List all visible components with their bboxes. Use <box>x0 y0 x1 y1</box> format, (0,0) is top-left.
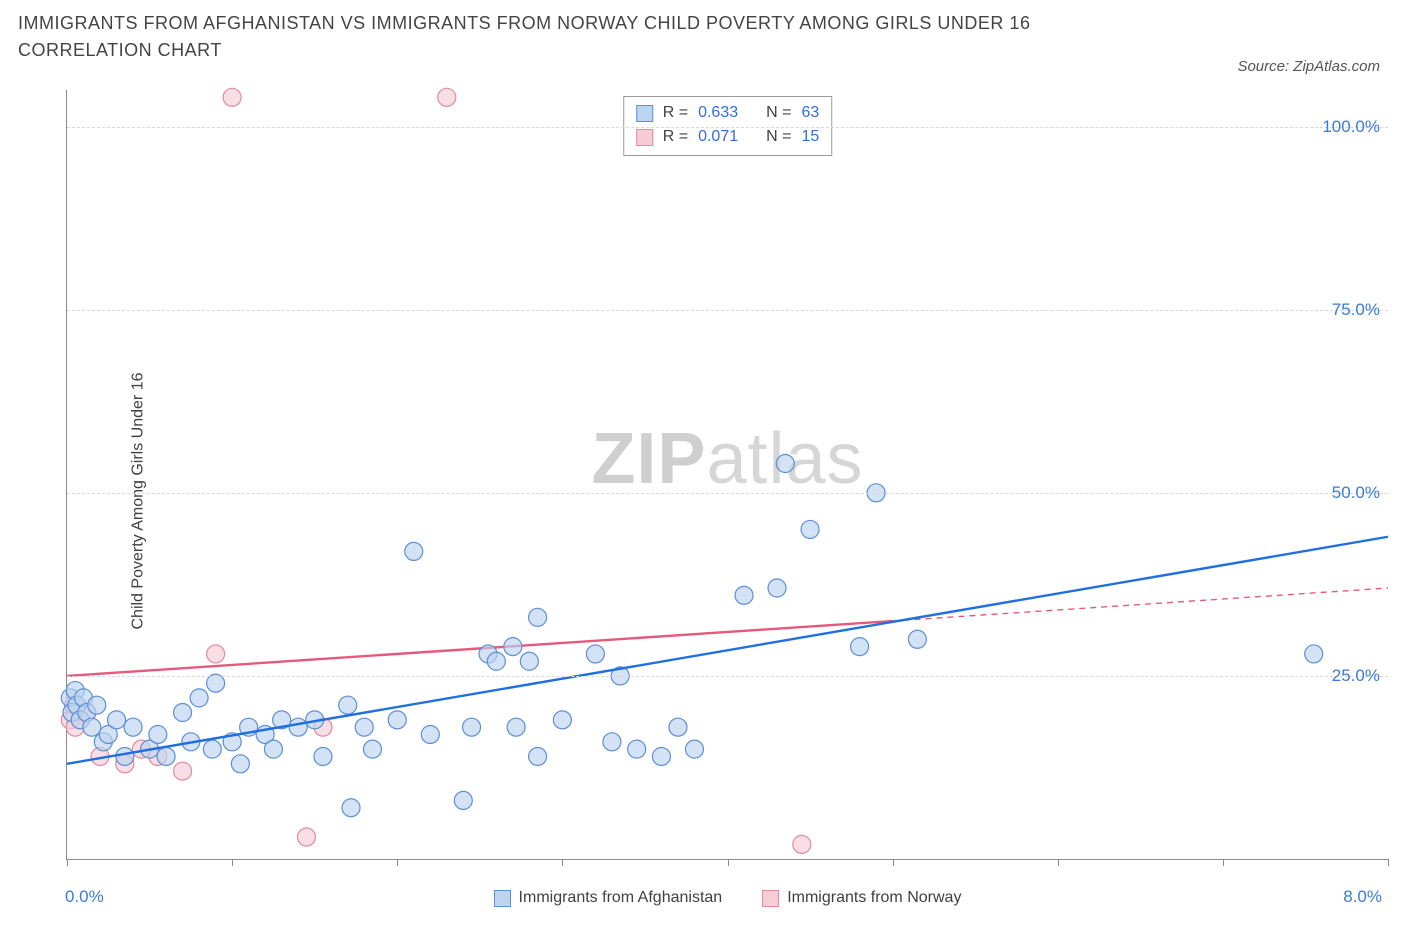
scatter-point <box>124 718 142 736</box>
scatter-point <box>363 740 381 758</box>
scatter-point <box>735 586 753 604</box>
source-label: Source: ZipAtlas.com <box>1237 58 1380 75</box>
grid-line <box>67 493 1388 494</box>
scatter-point <box>652 747 670 765</box>
y-tick-label: 100.0% <box>1322 117 1380 137</box>
plot-area: ZIPatlas R =0.633N =63R =0.071N =15 0.0%… <box>66 90 1388 860</box>
scatter-point <box>801 520 819 538</box>
x-tick <box>728 859 729 866</box>
scatter-point <box>438 88 456 106</box>
x-tick <box>893 859 894 866</box>
scatter-point <box>342 799 360 817</box>
y-tick-label: 75.0% <box>1332 300 1380 320</box>
scatter-point <box>88 696 106 714</box>
scatter-point <box>203 740 221 758</box>
x-tick <box>1223 859 1224 866</box>
scatter-point <box>793 835 811 853</box>
legend-swatch <box>494 890 511 907</box>
scatter-point <box>463 718 481 736</box>
scatter-point <box>628 740 646 758</box>
scatter-point <box>355 718 373 736</box>
scatter-point <box>157 747 175 765</box>
scatter-point <box>388 711 406 729</box>
scatter-point <box>520 652 538 670</box>
grid-line <box>67 310 1388 311</box>
series-legend: Immigrants from Afghanistan Immigrants fr… <box>67 889 1388 907</box>
scatter-point <box>297 828 315 846</box>
scatter-point <box>529 747 547 765</box>
legend-swatch <box>762 890 779 907</box>
trend-line-extrapolated <box>893 588 1388 621</box>
legend-item: Immigrants from Afghanistan <box>494 889 723 907</box>
scatter-point <box>454 791 472 809</box>
scatter-point <box>908 630 926 648</box>
scatter-point <box>1305 645 1323 663</box>
trend-line <box>67 621 893 676</box>
grid-line <box>67 676 1388 677</box>
scatter-point <box>231 755 249 773</box>
scatter-point <box>586 645 604 663</box>
scatter-point <box>487 652 505 670</box>
scatter-point <box>529 608 547 626</box>
scatter-point <box>504 638 522 656</box>
scatter-point <box>190 689 208 707</box>
x-tick <box>1058 859 1059 866</box>
chart-title: IMMIGRANTS FROM AFGHANISTAN VS IMMIGRANT… <box>18 10 1118 64</box>
scatter-svg <box>67 90 1388 859</box>
trend-line <box>67 537 1388 764</box>
scatter-point <box>83 718 101 736</box>
scatter-point <box>174 704 192 722</box>
scatter-point <box>116 747 134 765</box>
scatter-point <box>685 740 703 758</box>
scatter-point <box>553 711 571 729</box>
scatter-point <box>207 645 225 663</box>
y-tick-label: 25.0% <box>1332 666 1380 686</box>
x-tick <box>1388 859 1389 866</box>
scatter-point <box>289 718 307 736</box>
scatter-point <box>669 718 687 736</box>
x-tick <box>562 859 563 866</box>
scatter-point <box>314 747 332 765</box>
y-tick-label: 50.0% <box>1332 483 1380 503</box>
legend-label: Immigrants from Norway <box>787 889 961 907</box>
scatter-point <box>264 740 282 758</box>
scatter-point <box>507 718 525 736</box>
scatter-point <box>207 674 225 692</box>
scatter-point <box>108 711 126 729</box>
scatter-point <box>339 696 357 714</box>
grid-line <box>67 127 1388 128</box>
scatter-point <box>405 542 423 560</box>
scatter-point <box>149 725 167 743</box>
scatter-point <box>776 455 794 473</box>
scatter-point <box>223 88 241 106</box>
x-tick <box>397 859 398 866</box>
x-tick <box>232 859 233 866</box>
scatter-point <box>768 579 786 597</box>
scatter-point <box>174 762 192 780</box>
legend-item: Immigrants from Norway <box>762 889 961 907</box>
scatter-point <box>851 638 869 656</box>
scatter-point <box>421 725 439 743</box>
x-tick <box>67 859 68 866</box>
scatter-point <box>603 733 621 751</box>
legend-label: Immigrants from Afghanistan <box>519 889 723 907</box>
chart-container: Child Poverty Among Girls Under 16 ZIPat… <box>18 90 1388 912</box>
